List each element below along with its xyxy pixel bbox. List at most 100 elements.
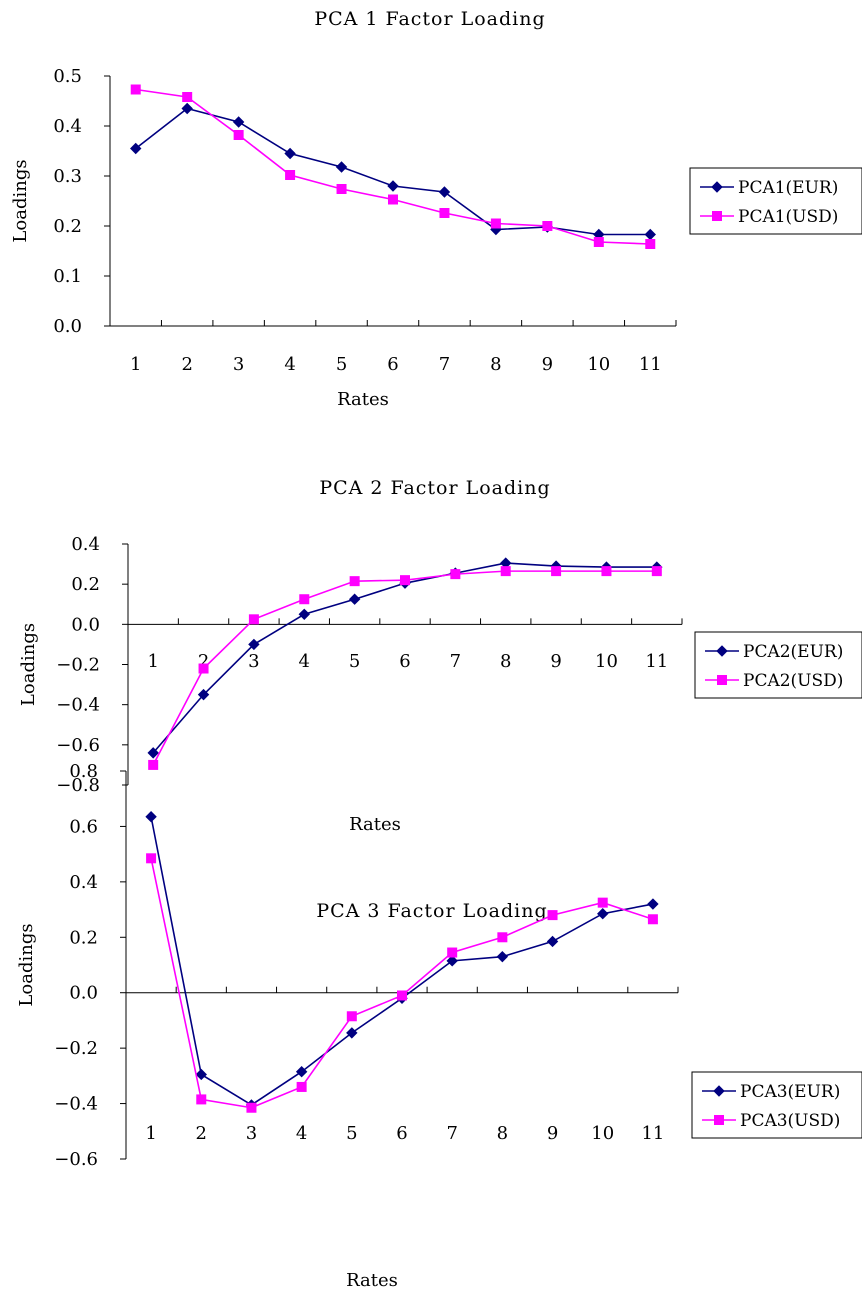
x-tick-label: 7 — [446, 1123, 457, 1144]
data-point — [490, 218, 501, 229]
data-point — [284, 147, 296, 160]
y-tick-label: −0.6 — [56, 735, 100, 756]
data-point — [198, 663, 209, 674]
series-line-PCA1(EUR) — [135, 107, 651, 236]
y-axis-label: Loadings — [10, 159, 31, 242]
data-point — [233, 130, 244, 140]
x-tick-label: 6 — [396, 1123, 407, 1144]
data-point — [644, 228, 656, 241]
legend-entry: PCA3(EUR) — [740, 1082, 840, 1102]
data-point — [400, 575, 410, 586]
data-point — [335, 161, 348, 173]
data-point — [147, 747, 159, 759]
data-point — [593, 237, 604, 247]
y-tick-label: −0.2 — [56, 655, 100, 676]
data-point — [232, 116, 245, 128]
chart-title: PCA 3 Factor Loading — [316, 900, 547, 922]
legend-marker — [717, 675, 727, 685]
data-point — [248, 638, 260, 651]
x-tick-label: 5 — [336, 354, 347, 375]
pca2-chart: PCA 2 Factor Loading −0.8 −0.6 −0.4 −0.2 0.0 0… — [18, 477, 862, 835]
data-point — [346, 1011, 357, 1022]
x-tick-label: 3 — [233, 354, 244, 375]
y-tick-label: 0.0 — [71, 614, 100, 635]
x-axis-label: Rates — [349, 814, 401, 835]
legend-entry: PCA3(USD) — [740, 1111, 840, 1131]
legend: PCA3(EUR) PCA3(USD) — [691, 1071, 862, 1139]
x-tick-label: 11 — [645, 651, 668, 672]
data-point — [195, 1068, 207, 1081]
data-point — [397, 990, 407, 1001]
legend-marker — [712, 211, 722, 221]
data-point — [597, 897, 608, 908]
y-tick-label: −0.4 — [54, 1094, 98, 1115]
data-point — [248, 614, 259, 625]
data-point — [285, 170, 296, 180]
data-point — [647, 898, 659, 910]
series-line-PCA3(EUR) — [150, 816, 654, 1106]
x-tick-label: 8 — [490, 354, 501, 375]
x-tick-label: 2 — [198, 651, 209, 672]
y-tick-label: 0.2 — [71, 574, 100, 595]
data-point — [496, 950, 509, 963]
x-tick-label: 3 — [246, 1123, 257, 1144]
x-tick-label: 2 — [181, 354, 192, 375]
x-tick-label: 3 — [248, 651, 259, 672]
x-tick-label: 6 — [387, 354, 398, 375]
chart-title: PCA 2 Factor Loading — [319, 477, 550, 499]
data-point — [388, 194, 398, 205]
data-point — [645, 239, 656, 249]
legend-marker — [714, 1115, 724, 1125]
y-axis-label: Loadings — [18, 623, 39, 706]
x-tick-label: 1 — [145, 1123, 156, 1144]
series-line-PCA3(USD) — [150, 858, 654, 1109]
y-tick-label: −0.6 — [54, 1149, 98, 1170]
data-point — [500, 566, 511, 577]
data-point — [336, 184, 347, 194]
data-point — [348, 593, 361, 605]
x-tick-label: 1 — [147, 651, 158, 672]
legend-marker — [716, 645, 728, 657]
data-point — [197, 688, 210, 701]
y-tick-label: −0.8 — [56, 775, 100, 796]
data-point — [547, 910, 558, 921]
data-point — [546, 935, 559, 948]
data-point — [597, 908, 609, 920]
y-tick-label: −0.2 — [54, 1038, 98, 1059]
x-tick-label: 5 — [346, 1123, 357, 1144]
data-point — [196, 1094, 207, 1105]
y-tick-label: 0.2 — [69, 927, 98, 948]
y-axis-label: Loadings — [16, 923, 37, 1006]
data-point — [298, 608, 310, 620]
x-tick-label: 11 — [639, 354, 662, 375]
y-tick-label: 0.8 — [69, 761, 98, 782]
legend-box — [689, 167, 862, 235]
data-point — [349, 576, 360, 587]
legend-entry: PCA2(USD) — [743, 671, 843, 691]
x-tick-label: 8 — [500, 651, 511, 672]
y-tick-label: 0.3 — [53, 166, 82, 187]
data-point — [647, 914, 658, 925]
data-point — [295, 1065, 308, 1078]
y-tick-label: 0.1 — [53, 266, 82, 287]
y-tick-label: 0.4 — [53, 116, 82, 137]
x-tick-label: 7 — [439, 354, 450, 375]
pca1-chart: PCA 1 Factor Loading 0.0 0.1 0.2 0.3 0.4 0.5 1 2… — [10, 8, 862, 410]
data-point — [146, 853, 157, 864]
legend-box — [694, 631, 862, 699]
data-point — [296, 1081, 307, 1092]
x-tick-label: 10 — [595, 651, 618, 672]
x-tick-label: 9 — [542, 354, 553, 375]
x-tick-label: 10 — [587, 354, 610, 375]
y-tick-label: 0.0 — [53, 316, 82, 337]
x-tick-label: 1 — [130, 354, 141, 375]
data-point — [346, 1027, 358, 1039]
data-point — [299, 594, 310, 605]
x-tick-label: 5 — [349, 651, 360, 672]
legend-entry: PCA1(EUR) — [738, 178, 838, 198]
x-tick-label: 9 — [550, 651, 561, 672]
data-point — [601, 566, 612, 577]
y-tick-label: 0.4 — [71, 534, 100, 555]
x-tick-label: 11 — [641, 1123, 664, 1144]
legend-marker — [711, 181, 723, 193]
